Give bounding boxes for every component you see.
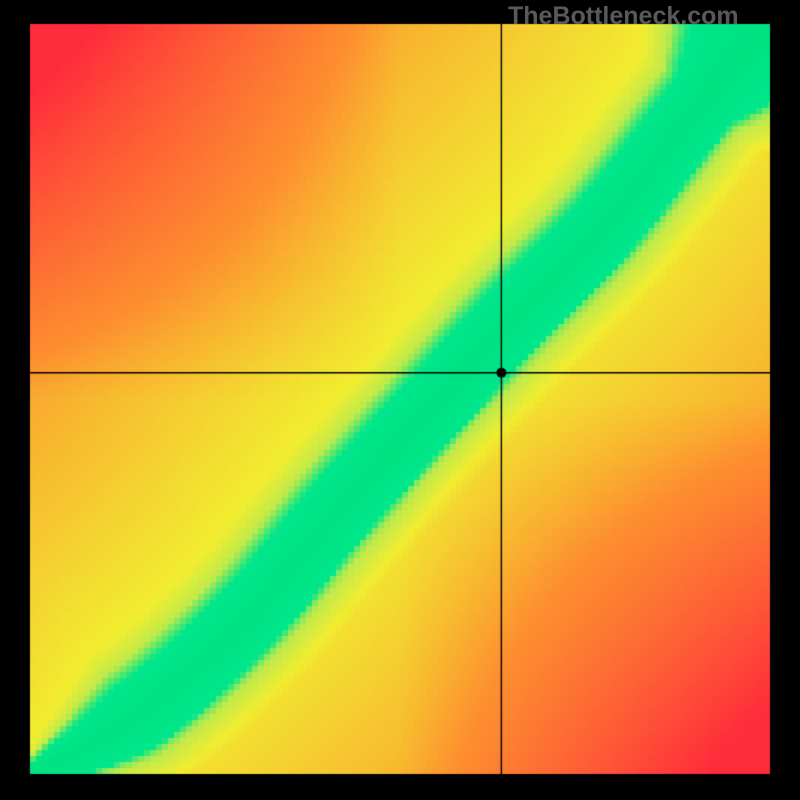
watermark-text: TheBottleneck.com [508, 2, 739, 31]
bottleneck-heatmap [0, 0, 800, 800]
